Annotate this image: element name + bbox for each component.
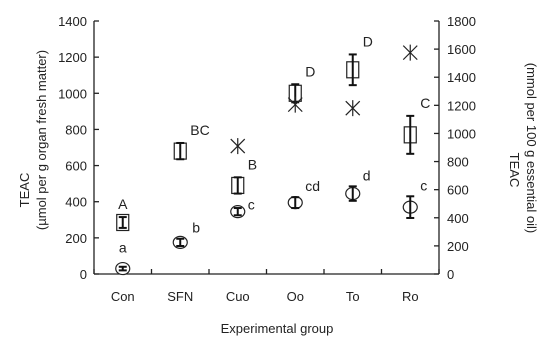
square-point-label: BC	[190, 122, 209, 138]
asterisk-point	[230, 138, 246, 155]
y-right-tick-label: 200	[447, 239, 469, 254]
square-point-label: B	[248, 156, 257, 172]
y-left-tick-label: 200	[65, 231, 87, 246]
y-right-tick-label: 1600	[447, 42, 476, 57]
square-point-label: D	[363, 33, 373, 49]
y-axis-right-label-line1: TEAC	[507, 153, 522, 188]
circle-point-label: c	[248, 197, 255, 213]
y-axis-left-label-line2: (µmol per g organ fresh matter)	[34, 50, 49, 230]
circle-point-label: b	[192, 219, 200, 235]
x-tick-label: Ro	[402, 289, 419, 304]
square-point-label: C	[420, 95, 430, 111]
axes	[93, 21, 440, 275]
y-axis-right-label-line2: (mmol per 100 g essential oil)	[524, 63, 537, 234]
asterisk-point	[345, 100, 361, 117]
y-left-tick-label: 1400	[58, 14, 87, 29]
x-tick-label: Con	[111, 289, 135, 304]
x-axis-label: Experimental group	[221, 321, 334, 336]
y-left-tick-label: 1200	[58, 50, 87, 65]
x-tick-label: Oo	[287, 289, 304, 304]
circle-point-label: d	[363, 167, 371, 183]
square-point-label: D	[305, 63, 315, 79]
y-right-tick-label: 400	[447, 211, 469, 226]
asterisk-point	[287, 96, 303, 113]
asterisk-point	[402, 44, 418, 61]
y-left-tick-label: 1000	[58, 86, 87, 101]
ticks: 0 200 400 600 800 1000 1200 1400 0 200 400 600 800 10…	[58, 14, 476, 304]
x-tick-label: To	[346, 289, 360, 304]
y-right-tick-label: 0	[447, 267, 454, 282]
y-axis-left-label-line1: TEAC	[17, 173, 32, 208]
y-right-tick-label: 1800	[447, 14, 476, 29]
y-right-tick-label: 1200	[447, 98, 476, 113]
y-right-tick-label: 1000	[447, 126, 476, 141]
x-tick-label: SFN	[167, 289, 193, 304]
circle-point-label: c	[420, 177, 427, 193]
circle-point-label: cd	[305, 178, 320, 194]
y-right-tick-label: 600	[447, 183, 469, 198]
x-tick-label: Cuo	[226, 289, 250, 304]
marks: A BC B D D Ca b c cd d c	[115, 33, 430, 276]
y-right-tick-label: 800	[447, 155, 469, 170]
circle-point-label: a	[119, 240, 127, 256]
y-left-tick-label: 400	[65, 195, 87, 210]
y-left-tick-label: 800	[65, 122, 87, 137]
square-point-label: A	[118, 196, 128, 212]
y-left-tick-label: 600	[65, 159, 87, 174]
y-left-tick-label: 0	[80, 267, 87, 282]
y-right-tick-label: 1400	[447, 70, 476, 85]
